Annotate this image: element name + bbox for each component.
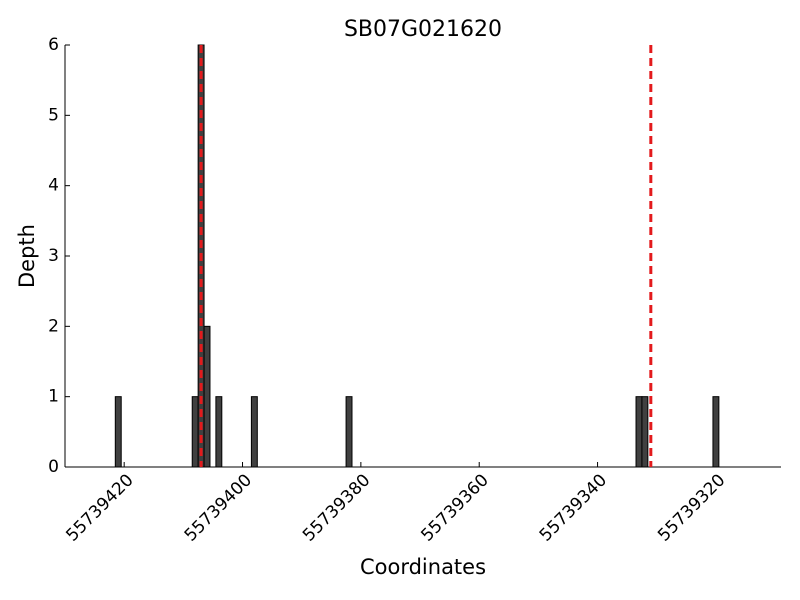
bar [641, 396, 649, 468]
bar [345, 396, 353, 468]
x-tick-label: 55739320 [654, 470, 729, 545]
y-tick-label: 0 [48, 457, 59, 477]
y-tick-label: 5 [48, 105, 59, 125]
y-axis-label: Depth [15, 224, 39, 288]
y-tick-label: 3 [48, 246, 59, 266]
bar [203, 325, 211, 468]
bar [114, 396, 122, 468]
x-tick-label: 55739340 [536, 470, 611, 545]
bar [712, 396, 720, 468]
x-tick-label: 55739380 [299, 470, 374, 545]
bar [215, 396, 223, 468]
x-axis-label: Coordinates [360, 555, 486, 579]
y-tick-label: 1 [48, 387, 59, 407]
y-tick-label: 6 [48, 35, 59, 55]
bar [250, 396, 258, 468]
y-tick-label: 2 [48, 316, 59, 336]
x-tick-label: 55739400 [181, 470, 256, 545]
bar [635, 396, 643, 468]
y-tick-label: 4 [48, 176, 59, 196]
chart-title: SB07G021620 [344, 17, 502, 42]
x-tick-label: 55739420 [62, 470, 137, 545]
bar [191, 396, 199, 468]
x-tick-label: 55739360 [417, 470, 492, 545]
